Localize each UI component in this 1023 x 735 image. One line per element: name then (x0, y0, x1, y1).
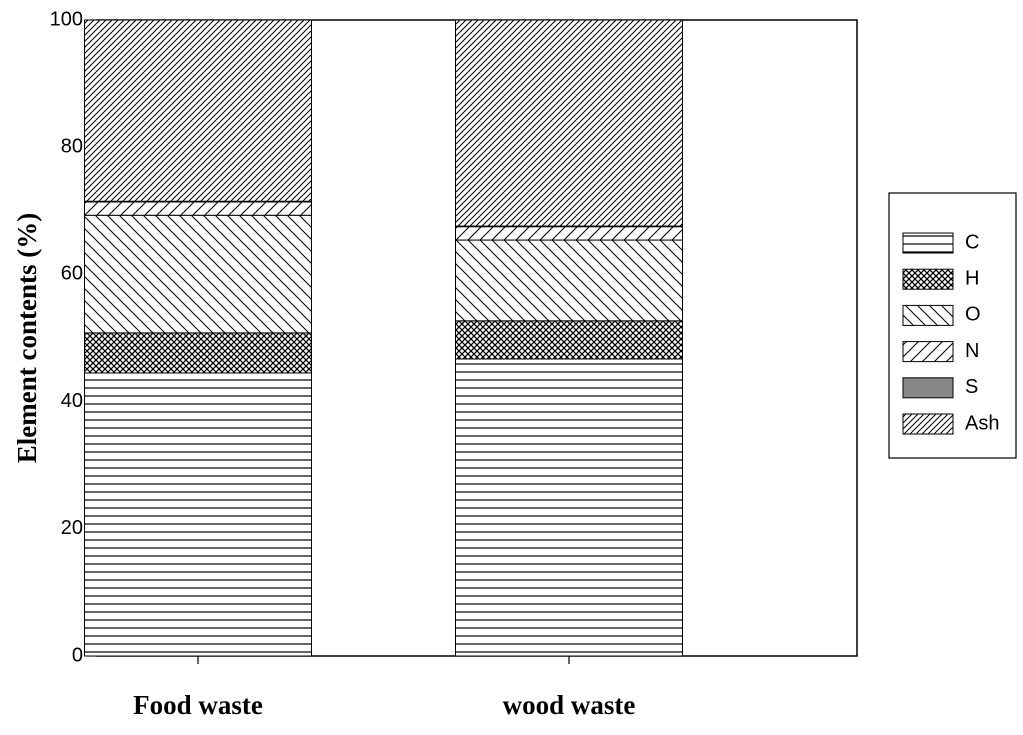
x-tick-label: Food waste (133, 690, 263, 720)
legend-swatch (902, 268, 954, 290)
legend-label: C (965, 231, 979, 253)
bar-segment (455, 320, 683, 360)
x-tick-label: wood waste (503, 690, 636, 720)
y-tick-label: 40 (61, 390, 83, 412)
bar-segment (455, 239, 683, 322)
legend-swatch (902, 377, 954, 399)
bar-segment (84, 201, 312, 216)
y-tick-label: 0 (72, 644, 83, 666)
bar-segment (455, 358, 683, 657)
legend-label: N (965, 340, 979, 362)
bar-segment (455, 19, 683, 227)
y-tick-label: 60 (61, 263, 83, 285)
y-tick-label: 80 (61, 135, 83, 157)
y-tick-label: 20 (61, 517, 83, 539)
bar-segment (455, 226, 683, 241)
legend-swatch (902, 341, 954, 363)
legend-label: S (965, 376, 978, 398)
bar-segment (84, 214, 312, 334)
bar-segment (84, 332, 312, 374)
legend-label: H (965, 267, 979, 289)
bar-segment (84, 372, 312, 657)
y-axis-label: Element contents (%) (12, 213, 42, 463)
legend-label: Ash (965, 412, 999, 434)
legend-swatch (902, 232, 954, 254)
bar-segment (84, 19, 312, 202)
y-tick-label: 100 (50, 8, 83, 30)
legend-swatch (902, 413, 954, 435)
legend-swatch (902, 304, 954, 326)
legend-label: O (965, 304, 981, 326)
